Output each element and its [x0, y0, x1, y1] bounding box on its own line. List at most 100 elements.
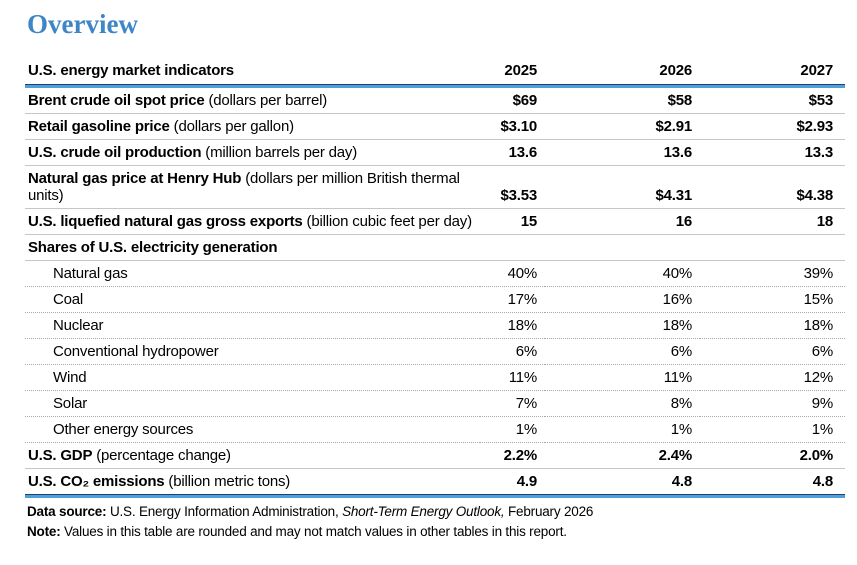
cell-2027: 39%	[700, 260, 845, 287]
table-row-crude-production: U.S. crude oil production (million barre…	[25, 139, 845, 166]
row-unit: (dollars per barrel)	[204, 92, 328, 109]
cell-2027: 12%	[700, 364, 845, 391]
cell-2025: 15	[480, 208, 545, 235]
cell-2026: 18%	[545, 312, 700, 339]
footer-rule	[25, 494, 845, 498]
header-rule-line	[25, 84, 845, 88]
cell-2025: 1%	[480, 416, 545, 443]
cell-2026: 40%	[545, 260, 700, 287]
table-section-electricity-shares: Shares of U.S. electricity generation	[25, 234, 845, 261]
table-row-henry-hub-price: Natural gas price at Henry Hub (dollars …	[25, 165, 845, 209]
table-row-hydropower-share: Conventional hydropower 6% 6% 6%	[25, 338, 845, 365]
row-label: Other energy sources	[53, 421, 194, 438]
cell-2025: 40%	[480, 260, 545, 287]
footer-rule-line	[25, 494, 845, 498]
cell-2026: $2.91	[545, 113, 700, 140]
overview-table: U.S. energy market indicators 2025 2026 …	[25, 52, 845, 498]
table-header-row: U.S. energy market indicators 2025 2026 …	[25, 52, 845, 84]
year-column-2026: 2026	[659, 62, 692, 79]
footnotes: Data source: U.S. Energy Information Adm…	[27, 502, 857, 542]
cell-2027: 9%	[700, 390, 845, 417]
note-label: Note:	[27, 524, 61, 539]
cell-2026: $4.31	[545, 165, 700, 209]
data-source-text: U.S. Energy Information Administration,	[106, 504, 343, 519]
cell-2026	[545, 234, 700, 261]
row-label: Solar	[53, 395, 88, 412]
cell-2025: $69	[480, 88, 545, 114]
cell-2026: 4.8	[671, 473, 692, 490]
row-unit: (million barrels per day)	[201, 144, 358, 161]
cell-2026: 13.6	[545, 139, 700, 166]
row-label: U.S. GDP	[28, 447, 93, 464]
cell-2025: 2.2%	[480, 442, 545, 469]
table-row-other-sources-share: Other energy sources 1% 1% 1%	[25, 416, 845, 443]
table-row-retail-gasoline: Retail gasoline price (dollars per gallo…	[25, 113, 845, 140]
cell-2025: 17%	[480, 286, 545, 313]
rounding-note: Note: Values in this table are rounded a…	[27, 522, 857, 542]
table-row-nuclear-share: Nuclear 18% 18% 18%	[25, 312, 845, 339]
year-column-2025: 2025	[504, 62, 537, 79]
cell-2025: 13.6	[480, 139, 545, 166]
cell-2027: 18	[700, 208, 845, 235]
table-row-natural-gas-share: Natural gas 40% 40% 39%	[25, 260, 845, 287]
table-row-solar-share: Solar 7% 8% 9%	[25, 390, 845, 417]
row-label: U.S. crude oil production	[28, 144, 202, 161]
cell-2027: 6%	[700, 338, 845, 365]
cell-2027: $4.38	[700, 165, 845, 209]
note-text: Values in this table are rounded and may…	[60, 524, 567, 539]
table-header-label: U.S. energy market indicators	[28, 62, 234, 79]
cell-2027: 1%	[700, 416, 845, 443]
row-label: Natural gas	[53, 265, 128, 282]
cell-2026: 16	[545, 208, 700, 235]
cell-2027: 2.0%	[700, 442, 845, 469]
cell-2027: 4.8	[812, 473, 833, 490]
row-label: Retail gasoline price	[28, 118, 170, 135]
cell-2027	[700, 234, 845, 261]
row-label: U.S. liquefied natural gas gross exports	[28, 213, 303, 230]
row-unit: (dollars per million British thermal uni…	[28, 170, 460, 204]
cell-2026: 16%	[545, 286, 700, 313]
table-row-wind-share: Wind 11% 11% 12%	[25, 364, 845, 391]
cell-2026: 2.4%	[545, 442, 700, 469]
cell-2026: 11%	[545, 364, 700, 391]
cell-2025	[480, 234, 545, 261]
section-label: Shares of U.S. electricity generation	[28, 239, 278, 256]
data-source-note: Data source: U.S. Energy Information Adm…	[27, 502, 857, 522]
data-source-date: February 2026	[504, 504, 594, 519]
cell-2025: 18%	[480, 312, 545, 339]
row-label: Natural gas price at Henry Hub	[28, 170, 242, 187]
row-label: Coal	[53, 291, 84, 308]
cell-2025: 7%	[480, 390, 545, 417]
data-source-label: Data source:	[27, 504, 107, 519]
cell-2025: $3.53	[480, 165, 545, 209]
row-label: Nuclear	[53, 317, 104, 334]
cell-2026: 1%	[545, 416, 700, 443]
row-label: U.S. CO₂ emissions	[28, 473, 165, 490]
cell-2026: $58	[545, 88, 700, 114]
cell-2026: 6%	[545, 338, 700, 365]
row-label: Brent crude oil spot price	[28, 92, 205, 109]
cell-2027: 13.3	[700, 139, 845, 166]
page-title: Overview	[27, 9, 138, 39]
table-row-co2-emissions: U.S. CO₂ emissions (billion metric tons)…	[25, 469, 845, 495]
cell-2026: 8%	[545, 390, 700, 417]
cell-2027: 15%	[700, 286, 845, 313]
year-column-2027: 2027	[800, 62, 833, 79]
cell-2025: 11%	[480, 364, 545, 391]
row-label: Wind	[53, 369, 87, 386]
row-unit: (billion cubic feet per day)	[302, 213, 473, 230]
cell-2027: 18%	[700, 312, 845, 339]
cell-2025: 6%	[480, 338, 545, 365]
table-row-brent-crude: Brent crude oil spot price (dollars per …	[25, 88, 845, 114]
row-unit: (percentage change)	[92, 447, 231, 464]
table-row-coal-share: Coal 17% 16% 15%	[25, 286, 845, 313]
table-row-lng-exports: U.S. liquefied natural gas gross exports…	[25, 208, 845, 235]
publication-title: Short-Term Energy Outlook,	[342, 504, 505, 519]
cell-2025: $3.10	[480, 113, 545, 140]
row-unit: (billion metric tons)	[164, 473, 291, 490]
table-row-gdp: U.S. GDP (percentage change) 2.2% 2.4% 2…	[25, 442, 845, 469]
header-rule	[25, 84, 845, 88]
cell-2027: $53	[700, 88, 845, 114]
cell-2027: $2.93	[700, 113, 845, 140]
